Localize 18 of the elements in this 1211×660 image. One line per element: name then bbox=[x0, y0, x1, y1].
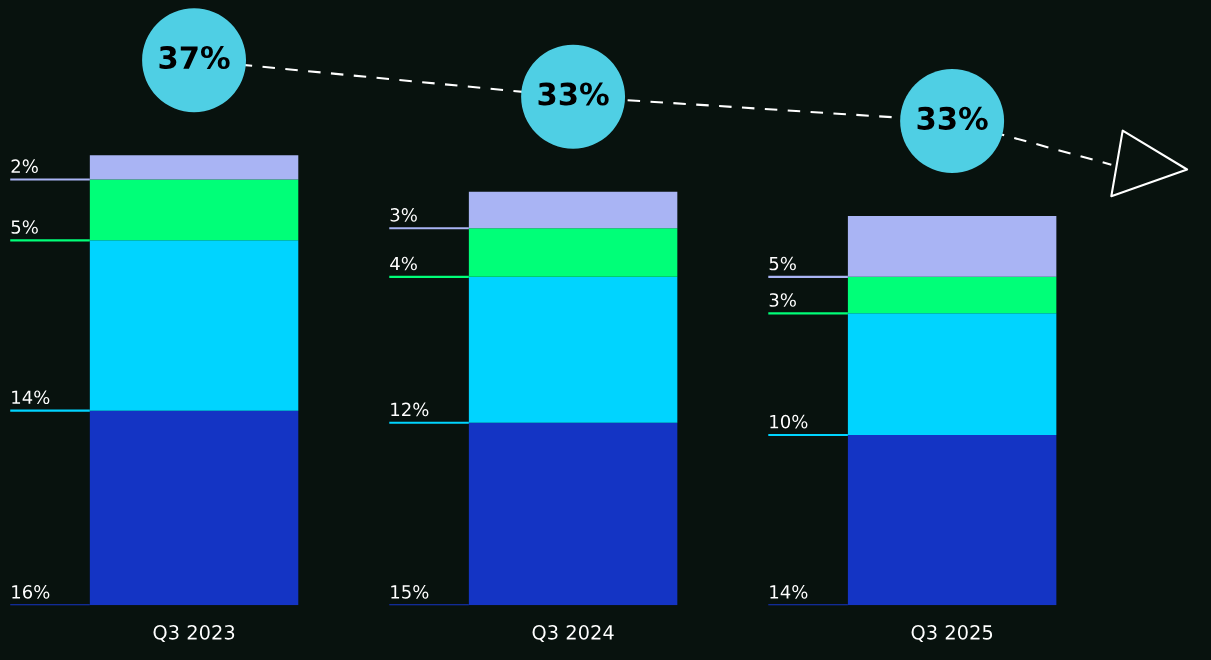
data-label: 2% bbox=[11, 159, 38, 174]
data-label: 3% bbox=[769, 293, 796, 307]
data-label: 5% bbox=[11, 220, 38, 234]
total-label: 33% bbox=[538, 82, 609, 106]
data-label: 3% bbox=[390, 208, 417, 222]
x-tick-label: Q3 2023 bbox=[153, 625, 235, 642]
x-tick-label: Q3 2025 bbox=[911, 625, 993, 642]
total-label: 37% bbox=[159, 45, 230, 70]
data-label: 5% bbox=[769, 256, 796, 271]
data-label: 10% bbox=[770, 414, 808, 429]
x-tick-label: Q3 2024 bbox=[532, 625, 614, 642]
data-label: 15% bbox=[391, 585, 429, 599]
data-label: 4% bbox=[390, 256, 417, 271]
data-label: 12% bbox=[391, 402, 429, 417]
data-label: 14% bbox=[12, 390, 50, 405]
total-label: 33% bbox=[917, 106, 988, 130]
data-label: 14% bbox=[770, 585, 808, 599]
data-label: 16% bbox=[12, 585, 50, 599]
